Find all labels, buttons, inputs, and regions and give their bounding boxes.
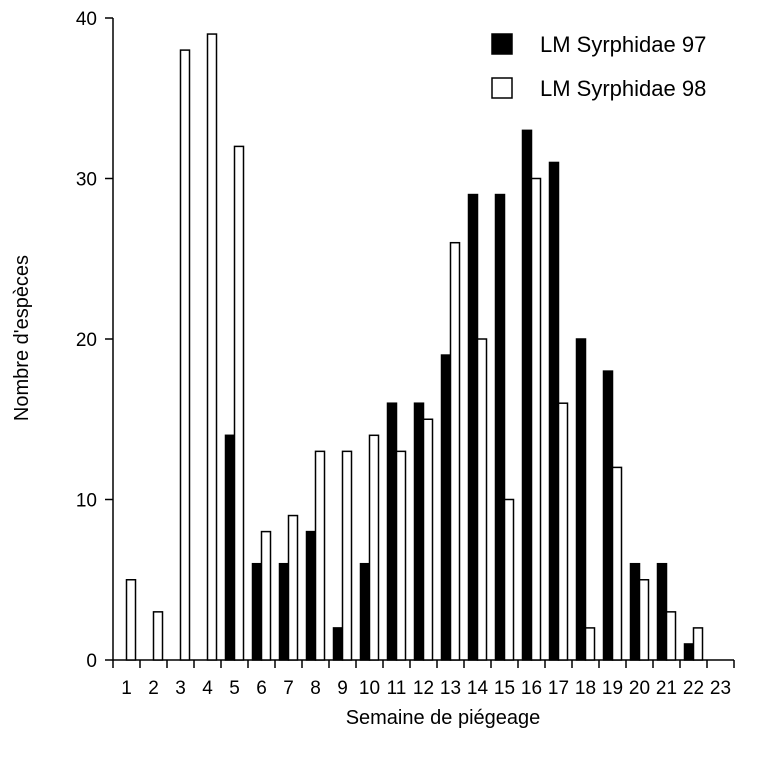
bar-series-2 [665,611,677,661]
bar-series-1 [548,161,560,661]
bar-series-1 [224,434,236,661]
x-tick-label: 9 [337,678,348,699]
x-axis-ticks: 1 2 3 4 5 6 7 8 9 10 11 12 13 14 15 16 17 18 19 20 21 22 23 [112,660,735,699]
bar-series-2 [152,611,164,661]
bar-series-1 [575,338,587,661]
bar-series-2 [206,33,218,661]
bar-series-1 [683,643,695,661]
x-tick-label: 5 [229,678,240,699]
x-tick-label: 13 [440,678,461,699]
bar-series-1 [305,530,317,661]
bar-series-1 [440,354,452,661]
bar-series-1 [656,562,668,661]
bar-series-2 [368,434,380,661]
y-tick-label: 20 [76,330,97,351]
y-axis-title: Nombre d'espèces [11,255,33,421]
y-axis-ticks: 0 10 20 30 40 [76,9,113,672]
bar-series-2 [503,498,515,661]
x-tick-label: 6 [256,678,267,699]
x-tick-label: 22 [683,678,704,699]
x-tick-label: 18 [575,678,596,699]
x-tick-label: 23 [710,678,731,699]
bar-series-1 [386,402,398,661]
bar-series-2 [125,579,137,661]
bar-series-1 [602,370,614,661]
bar-series-2 [341,450,353,661]
legend-label-series-1: LM Syrphidae 97 [540,32,706,57]
x-tick-label: 14 [467,678,489,699]
bars [125,33,704,661]
bar-series-1 [494,193,506,661]
x-tick-label: 16 [521,678,542,699]
bar-series-2 [314,450,326,661]
x-tick-label: 17 [548,678,569,699]
bar-series-2 [584,627,596,661]
bar-series-2 [449,241,461,661]
bar-series-2 [557,402,569,661]
legend-swatch-series-2 [491,77,513,99]
x-tick-label: 3 [175,678,186,699]
bar-series-1 [467,193,479,661]
x-axis-title: Semaine de piégeage [346,707,541,729]
bar-series-1 [251,562,263,661]
y-tick-label: 30 [76,170,97,191]
bar-series-1 [629,562,641,661]
x-tick-label: 4 [202,678,213,699]
legend-swatch-series-1 [491,33,513,55]
bar-series-1 [413,402,425,661]
y-tick-label: 40 [76,9,97,30]
bar-series-2 [638,579,650,661]
y-tick-label: 0 [86,651,97,672]
bar-series-1 [278,562,290,661]
x-tick-label: 12 [413,678,434,699]
x-tick-label: 8 [310,678,321,699]
bar-series-2 [179,49,191,661]
bar-series-2 [476,338,488,661]
legend: LM Syrphidae 97 LM Syrphidae 98 [491,32,706,101]
bar-series-2 [422,418,434,661]
x-tick-label: 10 [359,678,380,699]
bar-series-2 [233,145,245,661]
bar-series-1 [521,129,533,661]
bar-series-2 [692,627,704,661]
x-tick-label: 20 [629,678,650,699]
bar-series-2 [260,530,272,661]
x-tick-label: 2 [148,678,159,699]
legend-label-series-2: LM Syrphidae 98 [540,76,706,101]
bar-series-1 [359,562,371,661]
x-tick-label: 7 [283,678,294,699]
x-tick-label: 1 [121,678,132,699]
bar-series-2 [611,466,623,661]
x-tick-label: 21 [656,678,677,699]
bar-series-2 [395,450,407,661]
x-tick-label: 11 [387,678,407,699]
bar-series-2 [530,177,542,661]
bar-series-1 [332,627,344,661]
y-tick-label: 10 [76,491,97,512]
x-tick-label: 19 [602,678,623,699]
bar-series-2 [287,514,299,661]
x-tick-label: 15 [494,678,515,699]
